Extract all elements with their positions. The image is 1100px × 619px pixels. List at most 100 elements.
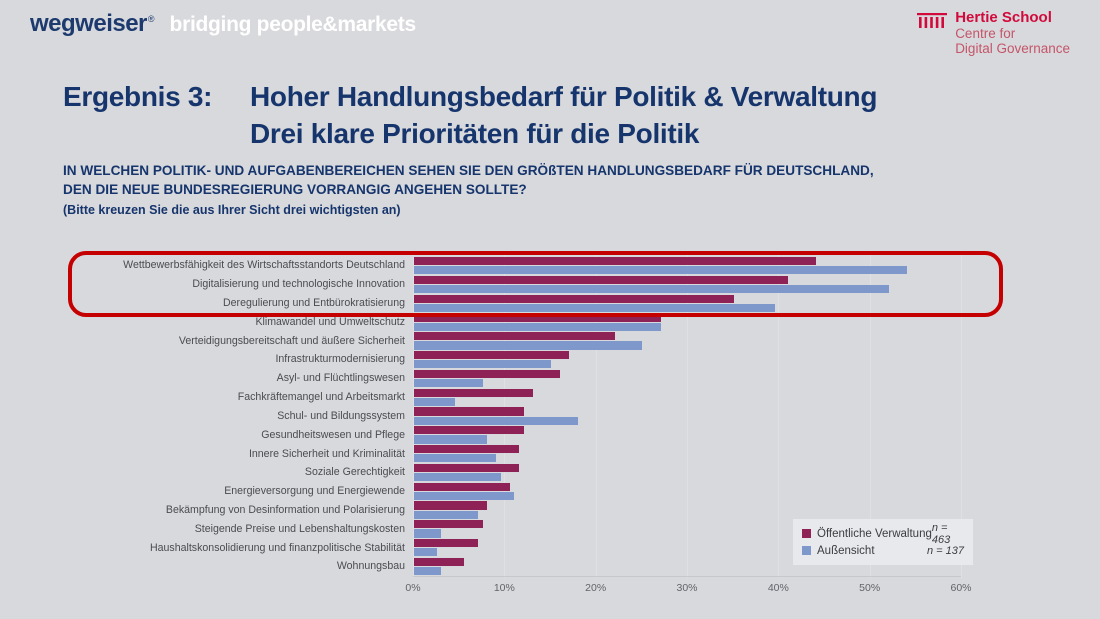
- title-lines: Hoher Handlungsbedarf für Politik & Verw…: [250, 78, 877, 152]
- bar-oeffentliche-verwaltung: [414, 388, 533, 397]
- chart-row: Soziale Gerechtigkeit: [0, 463, 1100, 482]
- legend-n-aussensicht: n = 137: [926, 544, 964, 557]
- bar-group: [414, 312, 962, 331]
- category-label: Wettbewerbsfähigkeit des Wirtschaftsstan…: [123, 259, 405, 272]
- category-label: Innere Sicherheit und Kriminalität: [248, 447, 405, 460]
- bar-aussensicht: [414, 303, 775, 312]
- gridline: [687, 252, 688, 578]
- bar-oeffentliche-verwaltung: [414, 557, 465, 567]
- legend-swatch-aussensicht: [802, 546, 811, 555]
- legend-label-aussensicht: Außensicht: [817, 544, 875, 557]
- bar-aussensicht: [414, 378, 483, 388]
- x-tick-label: 0%: [405, 582, 421, 594]
- chart-row: Verteidigungsbereitschaft und äußere Sic…: [0, 331, 1100, 350]
- chart-rows: Wettbewerbsfähigkeit des Wirtschaftsstan…: [0, 256, 1100, 576]
- bar-group: [414, 501, 962, 520]
- category-label: Bekämpfung von Desinformation und Polari…: [165, 503, 405, 516]
- chart-row: Fachkräftemangel und Arbeitsmarkt: [0, 388, 1100, 407]
- title-line-2: Drei klare Prioritäten für die Politik: [250, 118, 700, 149]
- x-tick-label: 20%: [585, 582, 607, 594]
- gridline: [869, 252, 871, 578]
- category-label: Klimawandel und Umweltschutz: [255, 315, 405, 328]
- x-axis: 0% 10% 20% 30% 40% 50% 60%: [405, 582, 971, 598]
- category-label: Steigende Preise und Lebenshaltungskoste…: [194, 522, 405, 535]
- bar-aussensicht: [414, 567, 442, 576]
- chart-row: Infrastrukturmodernisierung: [0, 350, 1100, 369]
- bar-group: [414, 444, 962, 463]
- bar-aussensicht: [414, 473, 501, 482]
- bar-oeffentliche-verwaltung: [414, 520, 483, 529]
- bar-oeffentliche-verwaltung: [414, 369, 561, 378]
- legend-swatch-verwaltung: [802, 529, 811, 538]
- bar-chart: Wettbewerbsfähigkeit des Wirtschaftsstan…: [0, 251, 1100, 616]
- bar-aussensicht: [414, 341, 643, 350]
- bar-aussensicht: [414, 548, 437, 557]
- x-tick-label: 50%: [859, 582, 881, 594]
- chart-row: Innere Sicherheit und Kriminalität: [0, 444, 1100, 463]
- title-prefix: Ergebnis 3:: [63, 81, 213, 112]
- question-line-1: IN WELCHEN POLITIK- UND AUFGABENBEREICHE…: [63, 163, 874, 178]
- bar-aussensicht: [414, 510, 478, 519]
- chart-row: Steigende Preise und Lebenshaltungskoste…: [0, 519, 1100, 538]
- category-label: Asyl- und Flüchtlingswesen: [276, 372, 405, 385]
- category-label: Fachkräftemangel und Arbeitsmarkt: [237, 391, 405, 404]
- bar-aussensicht: [414, 491, 515, 501]
- bar-group: [414, 519, 962, 538]
- chart-row: Digitalisierung und technologische Innov…: [0, 275, 1100, 294]
- bar-aussensicht: [414, 266, 908, 275]
- bar-aussensicht: [414, 454, 497, 463]
- chart-row: Bekämpfung von Desinformation und Polari…: [0, 501, 1100, 520]
- wegweiser-tagline: bridging people&markets: [169, 13, 417, 36]
- hertie-name: Hertie School: [955, 9, 1052, 26]
- category-label: Verteidigungsbereitschaft und äußere Sic…: [178, 334, 405, 347]
- x-tick-label: 60%: [950, 582, 972, 594]
- chart-row: Klimawandel und Umweltschutz: [0, 312, 1100, 331]
- hertie-centre-line: Centre for: [955, 26, 1016, 41]
- x-axis-line: [413, 576, 961, 577]
- registered-mark: ®: [147, 14, 155, 24]
- bar-group: [414, 369, 962, 388]
- bar-oeffentliche-verwaltung: [414, 313, 661, 322]
- bar-aussensicht: [414, 416, 579, 425]
- bar-group: [414, 388, 962, 407]
- bar-group: [414, 294, 962, 313]
- bar-oeffentliche-verwaltung: [414, 501, 488, 510]
- bar-oeffentliche-verwaltung: [414, 350, 570, 360]
- category-label: Soziale Gerechtigkeit: [304, 466, 405, 479]
- bar-aussensicht: [414, 397, 456, 406]
- chart-row: Gesundheitswesen und Pflege: [0, 425, 1100, 444]
- legend-item-aussensicht: Außensicht n = 137: [802, 542, 964, 559]
- category-label: Gesundheitswesen und Pflege: [261, 428, 405, 441]
- legend-n-verwaltung: n = 463: [931, 521, 951, 546]
- bar-oeffentliche-verwaltung: [414, 445, 520, 454]
- hertie-governance-line: Digital Governance: [955, 41, 1070, 56]
- legend-label-verwaltung: Öffentliche Verwaltung: [817, 527, 932, 540]
- hertie-school-logo: Hertie School Centre for Digital Governa…: [917, 10, 1070, 56]
- bar-group: [414, 538, 962, 557]
- gridline: [961, 252, 962, 578]
- title-line-1: Hoher Handlungsbedarf für Politik & Verw…: [250, 81, 878, 112]
- wegweiser-logo: wegweiser ® bridging people&markets: [30, 10, 416, 38]
- bar-oeffentliche-verwaltung: [414, 332, 615, 341]
- gridline: [778, 252, 780, 578]
- bar-oeffentliche-verwaltung: [414, 426, 524, 435]
- bar-group: [414, 463, 962, 482]
- category-label: Energieversorgung und Energiewende: [224, 485, 405, 498]
- bar-group: [414, 482, 962, 501]
- question-line-2: DEN DIE NEUE BUNDESREGIERUNG VORRANGIG A…: [63, 182, 527, 197]
- category-label: Schul- und Bildungssystem: [277, 409, 405, 422]
- question-note: (Bitte kreuzen Sie die aus Ihrer Sicht d…: [63, 203, 401, 217]
- chart-row: Energieversorgung und Energiewende: [0, 482, 1100, 501]
- bar-oeffentliche-verwaltung: [414, 482, 510, 491]
- gridline: [595, 252, 597, 578]
- hertie-columns-icon: [917, 13, 948, 28]
- chart-row: Haushaltskonsolidierung und finanzpoliti…: [0, 538, 1100, 557]
- hertie-text: Hertie School Centre for Digital Governa…: [955, 9, 1070, 57]
- bar-group: [414, 407, 962, 426]
- page-title: Ergebnis 3: Hoher Handlungsbedarf für Po…: [63, 78, 877, 152]
- bar-aussensicht: [414, 322, 661, 331]
- x-tick-label: 30%: [676, 582, 698, 594]
- bar-group: [414, 425, 962, 444]
- bar-group: [414, 275, 962, 294]
